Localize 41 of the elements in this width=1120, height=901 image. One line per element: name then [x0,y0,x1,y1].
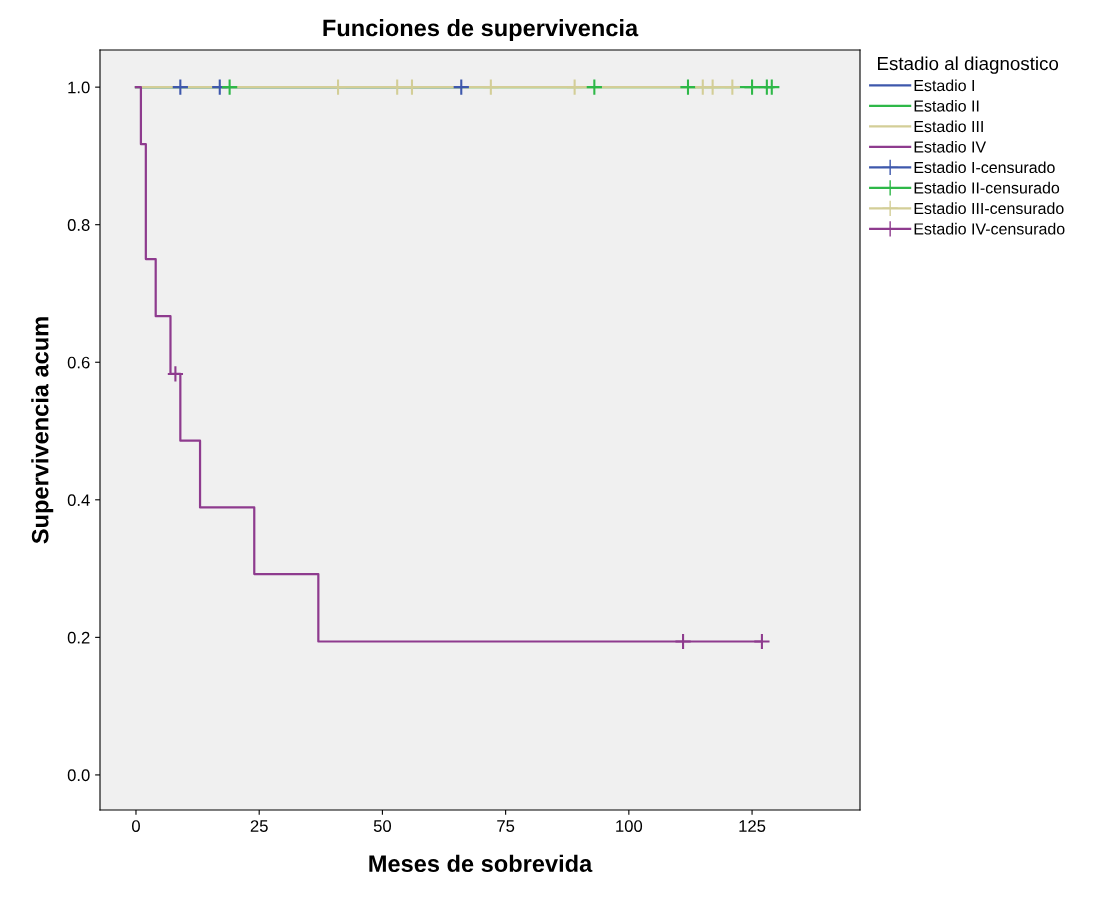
point [452,78,470,96]
legend-label: Estadio III-censurado [914,202,1064,215]
point [674,632,692,651]
point [723,78,741,96]
point [388,78,406,96]
legend-label: Estadio I-censurado [914,161,1055,174]
legend-label: Estadio II-censurado [914,181,1060,194]
point [753,632,771,651]
point [565,78,584,96]
point [482,78,500,96]
point [743,78,761,96]
point [166,365,185,383]
point [763,78,781,96]
x-axis-title: Meses de sobrevida [369,854,593,873]
y-tick-label: 0.8 [67,219,90,231]
legend-label: Estadio III [914,120,983,133]
legend-label: Estadio II [914,99,979,112]
legend-title: Estadio al diagnostico [878,56,1059,74]
y-tick-label: 0.2 [67,631,90,644]
point [585,78,603,96]
y-tick-label: 0.0 [67,769,90,782]
legend-label: Estadio IV [914,140,987,153]
point [220,78,239,96]
point [329,78,347,96]
x-tick-label: 25 [250,820,268,832]
y-tick-label: 0.6 [67,356,90,369]
x-tick-label: 100 [616,820,643,832]
x-tick-label: 125 [739,820,766,832]
y-tick-label: 1.0 [68,81,90,94]
legend-label: Estadio I [914,79,974,92]
y-tick-label: 0.4 [67,494,90,507]
x-tick-label: 75 [497,820,515,832]
point [703,78,722,96]
legend-label: Estadio IV-censurado [914,222,1065,235]
chart-title: Funciones de supervivencia [323,19,639,42]
point [403,78,421,96]
point [679,78,697,96]
x-tick-label: 50 [373,820,392,832]
x-tick-label: 0 [132,820,140,832]
point [171,78,189,96]
y-axis-title: Supervivencia acum [31,317,54,544]
